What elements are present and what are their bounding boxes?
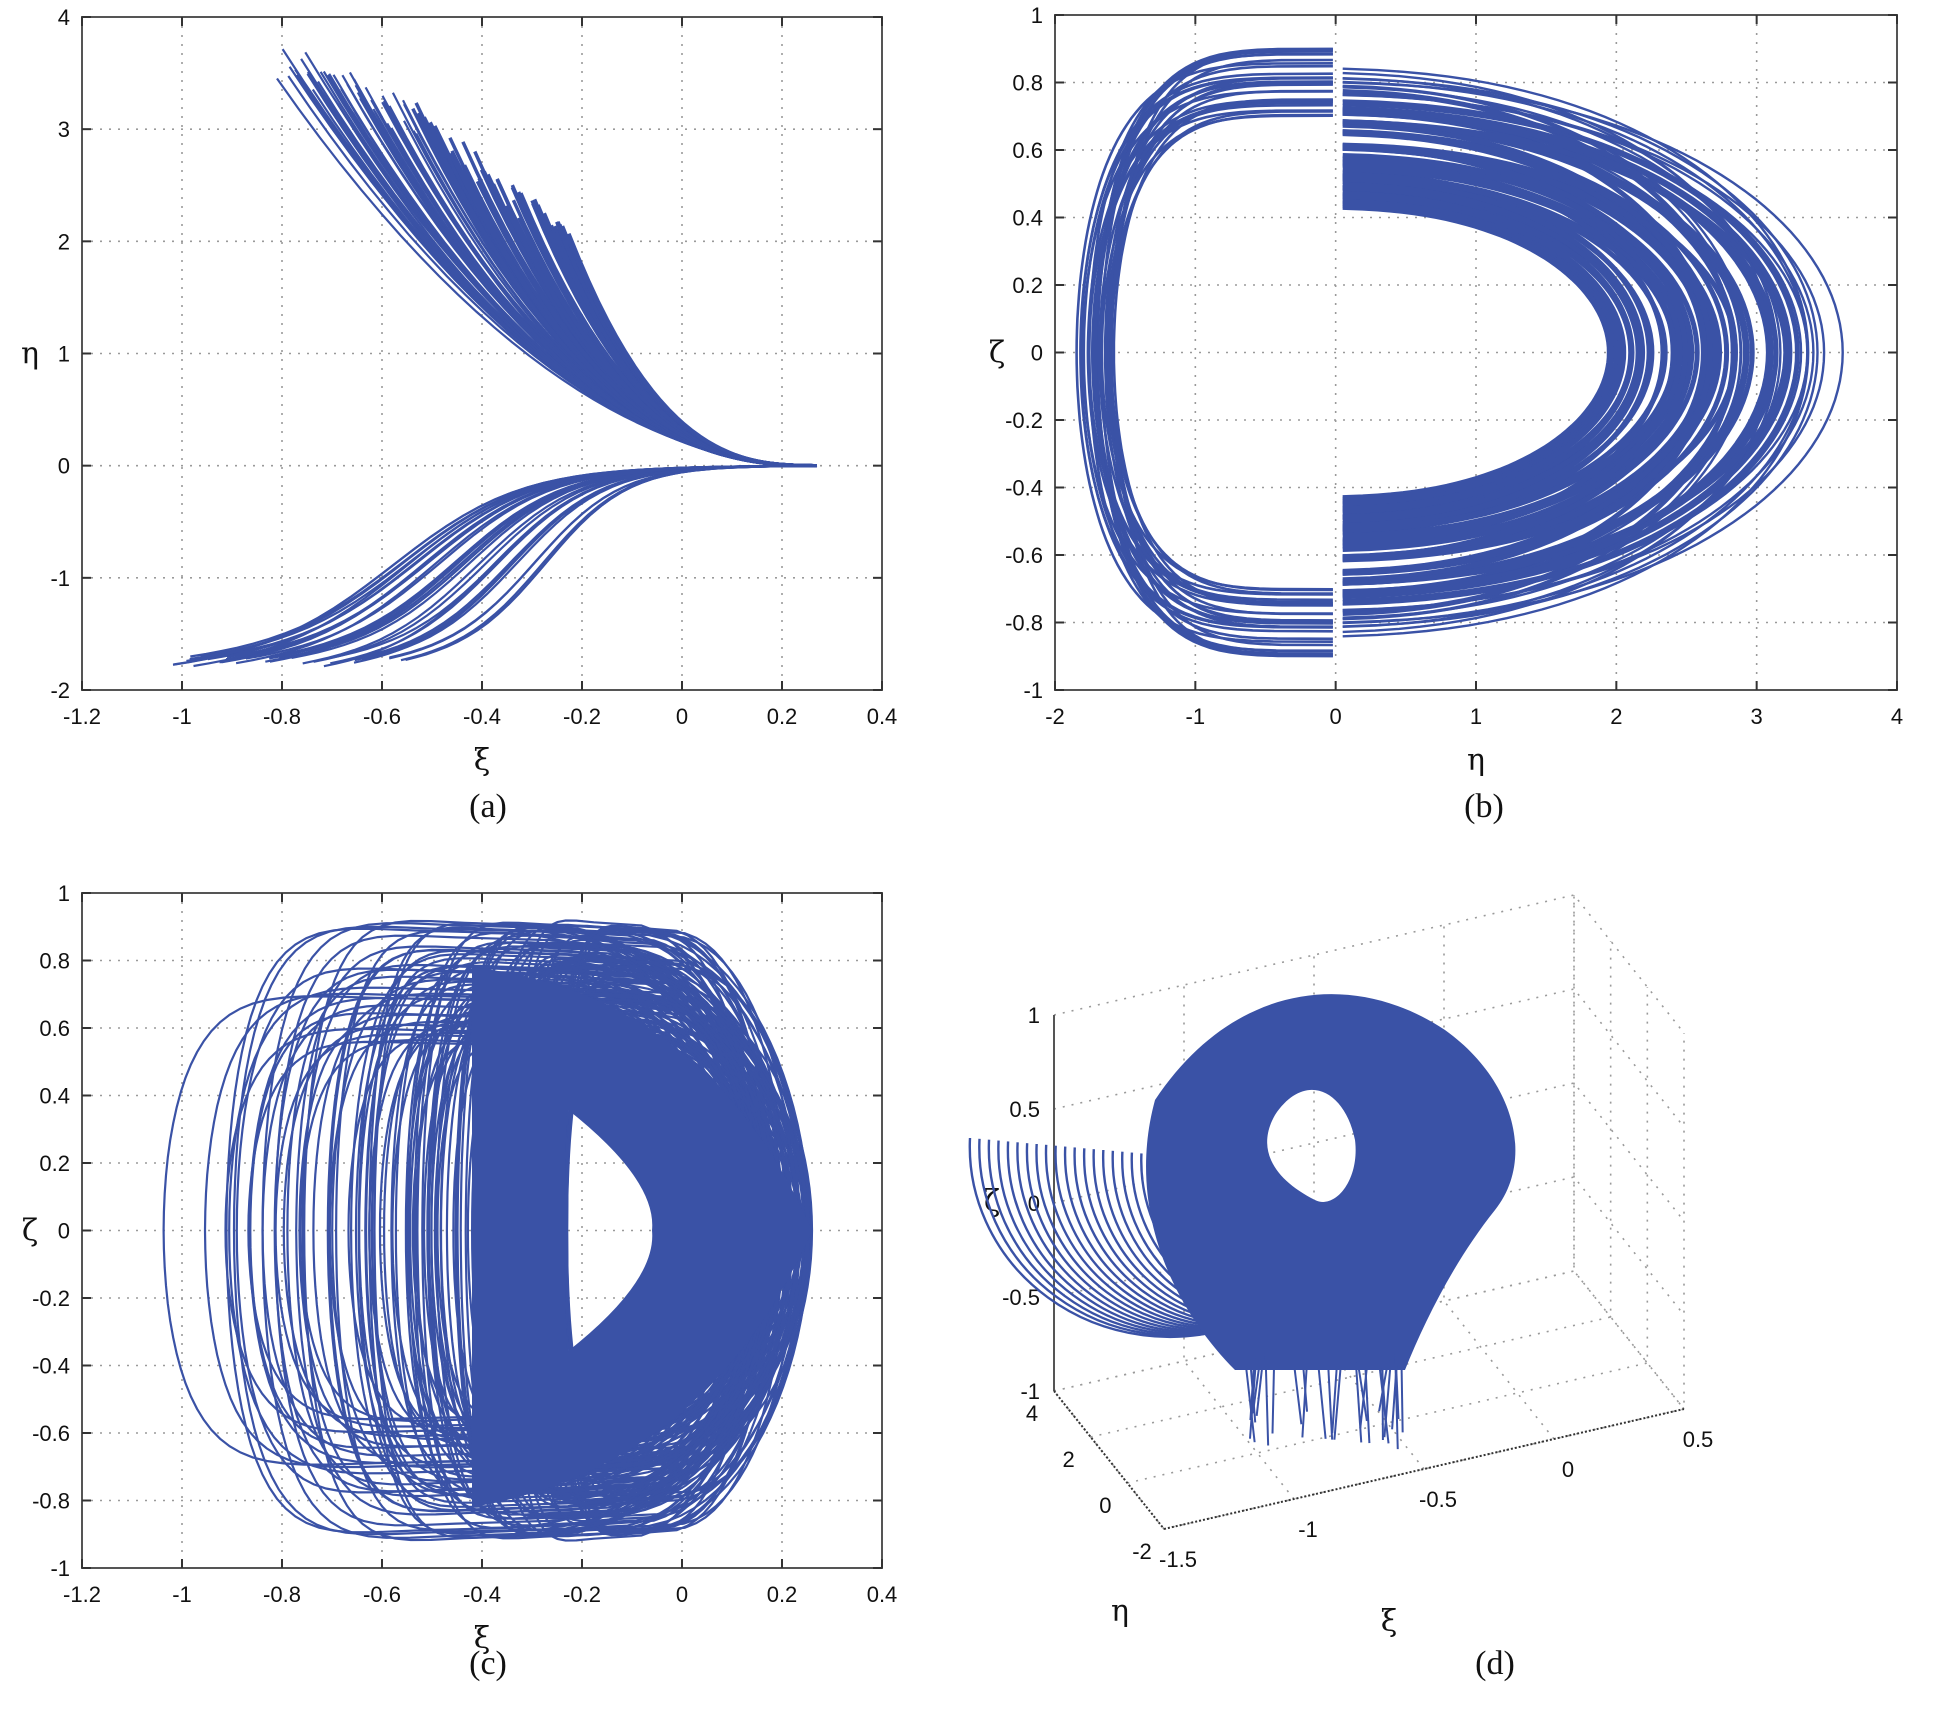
y-tick-label: -0.8 — [1005, 611, 1043, 636]
x-tick-label: -1.2 — [63, 1582, 101, 1607]
x-tick-label: -0.6 — [363, 704, 401, 729]
y-axis-label: η — [21, 337, 39, 372]
x-tick-label: -0.8 — [263, 1582, 301, 1607]
y-tick-label: 0.2 — [39, 1151, 70, 1176]
y-tick-label: -0.4 — [1005, 476, 1043, 501]
y-tick-label: 0.6 — [39, 1016, 70, 1041]
x-tick-label: -2 — [1045, 704, 1065, 729]
xi-axis-label: ξ — [1381, 1604, 1398, 1639]
z-tick-label: 0.5 — [1009, 1097, 1040, 1122]
xi-tick-label: -1 — [1298, 1517, 1318, 1542]
eta-axis-label: η — [1111, 1594, 1129, 1629]
y-tick-label: 4 — [58, 5, 70, 30]
y-tick-label: -0.2 — [1005, 408, 1043, 433]
axes-frame: -1.2 -1 -0.8 -0.6 -0.4 -0.2 0 0.2 0.4-1-0.8-0.6-… — [22, 881, 897, 1656]
y-axis-label: ζ — [989, 336, 1005, 371]
y-tick-label: 3 — [58, 117, 70, 142]
y-tick-label: 1 — [58, 881, 70, 906]
x-tick-label: 0.2 — [767, 1582, 798, 1607]
chart-b-plot: -2 -1 0 1 2 3 4-1-0.8-0.6-0.4-0.200.20.40.60.8… — [989, 3, 1903, 778]
y-tick-label: -0.6 — [32, 1421, 70, 1446]
panel-d: -1 -0.5 0 0.5 1 -2 0 2 4 -1.5 -1 -0.5 0 0.5 ζ η ξ (d) — [968, 850, 1950, 1717]
x-tick-label: 0 — [676, 1582, 688, 1607]
y-tick-label: 0.4 — [39, 1084, 70, 1109]
y-tick-label: 0 — [58, 1219, 70, 1244]
x-tick-label: 0.4 — [867, 704, 898, 729]
y-tick-label: 0 — [58, 454, 70, 479]
y-tick-label: -0.8 — [32, 1489, 70, 1514]
y-tick-label: 0 — [1031, 341, 1043, 366]
y-tick-label: -1 — [50, 566, 70, 591]
x-tick-label: 0.2 — [767, 704, 798, 729]
x-tick-label: 2 — [1610, 704, 1622, 729]
x-tick-label: 0 — [676, 704, 688, 729]
caption-d: (d) — [1475, 1645, 1515, 1682]
chart-c-plot: -1.2 -1 -0.8 -0.6 -0.4 -0.2 0 0.2 0.4-1-0.8-0.6-… — [22, 881, 897, 1656]
y-tick-label: 1 — [1031, 3, 1043, 28]
z-axis-label: ζ — [984, 1184, 1000, 1219]
x-tick-label: 3 — [1751, 704, 1763, 729]
x-tick-label: 0.4 — [867, 1582, 898, 1607]
x-tick-label: -0.8 — [263, 704, 301, 729]
caption-c: (c) — [469, 1645, 507, 1682]
axes-frame: -1.2 -1 -0.8 -0.6 -0.4 -0.2 0 0.2 0.4 -2 -1 0 1 2 3 4 ξ η — [21, 5, 897, 778]
y-tick-label: 0.4 — [1012, 206, 1043, 231]
data-layer — [172, 48, 818, 668]
panel-c: -1.2 -1 -0.8 -0.6 -0.4 -0.2 0 0.2 0.4 -1 -0.8 -0.6-… — [0, 850, 975, 1717]
x-tick-label: -0.2 — [563, 704, 601, 729]
eta-tick-label: 2 — [1063, 1447, 1075, 1472]
y-axis-label: ζ — [22, 1214, 38, 1249]
eta-tick-label: 4 — [1026, 1401, 1038, 1426]
eta-tick-label: 0 — [1099, 1493, 1111, 1518]
data-layer — [162, 919, 814, 1542]
x-tick-label: -0.6 — [363, 1582, 401, 1607]
panel-b: -2 -1 0 1 2 3 4 -1 -0.8 -0.6 -0.4 -0.2 0 0.2 0.4 0.6 0.8… — [975, 0, 1950, 850]
data-layer — [968, 994, 1516, 1450]
x-tick-label: -0.2 — [563, 1582, 601, 1607]
y-tick-label: -0.4 — [32, 1354, 70, 1379]
axes-frame: -2 -1 0 1 2 3 4-1-0.8-0.6-0.4-0.200.20.40.60.8… — [989, 3, 1903, 778]
z-tick-label: -1 — [1020, 1379, 1040, 1404]
x-tick-label: -1 — [172, 1582, 192, 1607]
grid-lines — [81, 16, 883, 691]
y-tick-label: 0.8 — [1012, 71, 1043, 96]
x-tick-label: 1 — [1470, 704, 1482, 729]
caption-a: (a) — [469, 788, 507, 825]
x-tick-label: -1 — [1186, 704, 1206, 729]
x-tick-label: 4 — [1891, 704, 1903, 729]
y-tick-label: 0.2 — [1012, 273, 1043, 298]
y-tick-label: -2 — [50, 678, 70, 703]
xi-tick-label: -0.5 — [1419, 1487, 1457, 1512]
x-tick-label: -0.4 — [463, 1582, 501, 1607]
panel-a: -1.2 -1 -0.8 -0.6 -0.4 -0.2 0 0.2 0.4 -2 -1 0 1 2 3 4 ξ η… — [0, 0, 975, 850]
y-tick-label: 2 — [58, 229, 70, 254]
z-tick-label: -0.5 — [1002, 1285, 1040, 1310]
chart-a-plot: -1.2 -1 -0.8 -0.6 -0.4 -0.2 0 0.2 0.4 -2 -1 0 1 2 3 4 ξ η — [21, 5, 897, 778]
y-tick-label: -0.6 — [1005, 543, 1043, 568]
x-axis-label: η — [1467, 743, 1485, 778]
z-tick-label: 1 — [1028, 1003, 1040, 1028]
xi-tick-label: 0.5 — [1683, 1427, 1714, 1452]
x-tick-label: -1 — [172, 704, 192, 729]
y-tick-label: -0.2 — [32, 1286, 70, 1311]
y-tick-label: 0.6 — [1012, 138, 1043, 163]
x-axis-label: ξ — [474, 743, 491, 778]
x-axis-label: ξ — [474, 1621, 491, 1656]
y-tick-label: 0.8 — [39, 949, 70, 974]
x-tick-label: -0.4 — [463, 704, 501, 729]
y-tick-label: -1 — [1023, 678, 1043, 703]
data-layer — [1075, 47, 1844, 658]
xi-tick-label: -1.5 — [1159, 1547, 1197, 1572]
y-tick-label: -1 — [50, 1556, 70, 1581]
y-tick-label: 1 — [58, 342, 70, 367]
xi-tick-label: 0 — [1562, 1457, 1574, 1482]
axes — [81, 16, 883, 691]
x-tick-label: 0 — [1330, 704, 1342, 729]
eta-tick-label: -2 — [1132, 1539, 1152, 1564]
caption-b: (b) — [1464, 788, 1504, 825]
x-tick-label: -1.2 — [63, 704, 101, 729]
